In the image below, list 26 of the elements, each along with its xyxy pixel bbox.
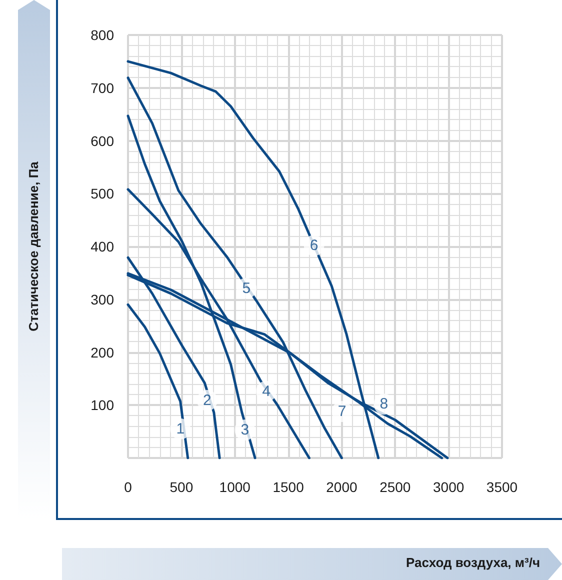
- annotation: 8: [380, 396, 388, 413]
- x-tick-label: 3000: [432, 479, 464, 495]
- y-tick-label: 700: [90, 80, 114, 96]
- y-tick-label: 800: [90, 27, 114, 43]
- y-tick-label: 300: [90, 291, 114, 308]
- y-tick-label: 200: [90, 344, 114, 360]
- x-axis-title: Расход воздуха, м³/ч: [406, 555, 540, 570]
- annotation: 5: [242, 280, 251, 297]
- annotation: 4: [262, 382, 270, 400]
- x-tick-label: 2000: [326, 479, 358, 495]
- y-tick-label: 500: [90, 186, 114, 202]
- annotation: 6: [310, 236, 318, 254]
- x-tick-label: 3500: [486, 479, 518, 495]
- annotation: 1: [176, 420, 185, 438]
- x-tick-label: 2500: [380, 479, 411, 495]
- x-tick-label: 1500: [272, 479, 304, 495]
- y-tick-label: 400: [90, 238, 114, 254]
- x-tick-label: 0: [124, 479, 132, 495]
- annotation: 2: [203, 392, 212, 409]
- y-tick-label: 600: [90, 132, 114, 149]
- annotation: 3: [240, 421, 250, 438]
- x-tick-label: 500: [170, 479, 194, 495]
- annotation: 7: [338, 402, 346, 420]
- x-tick-label: 1000: [219, 479, 251, 495]
- y-axis-title: Статическое давление, Па: [26, 160, 41, 332]
- y-tick-label: 100: [90, 397, 114, 414]
